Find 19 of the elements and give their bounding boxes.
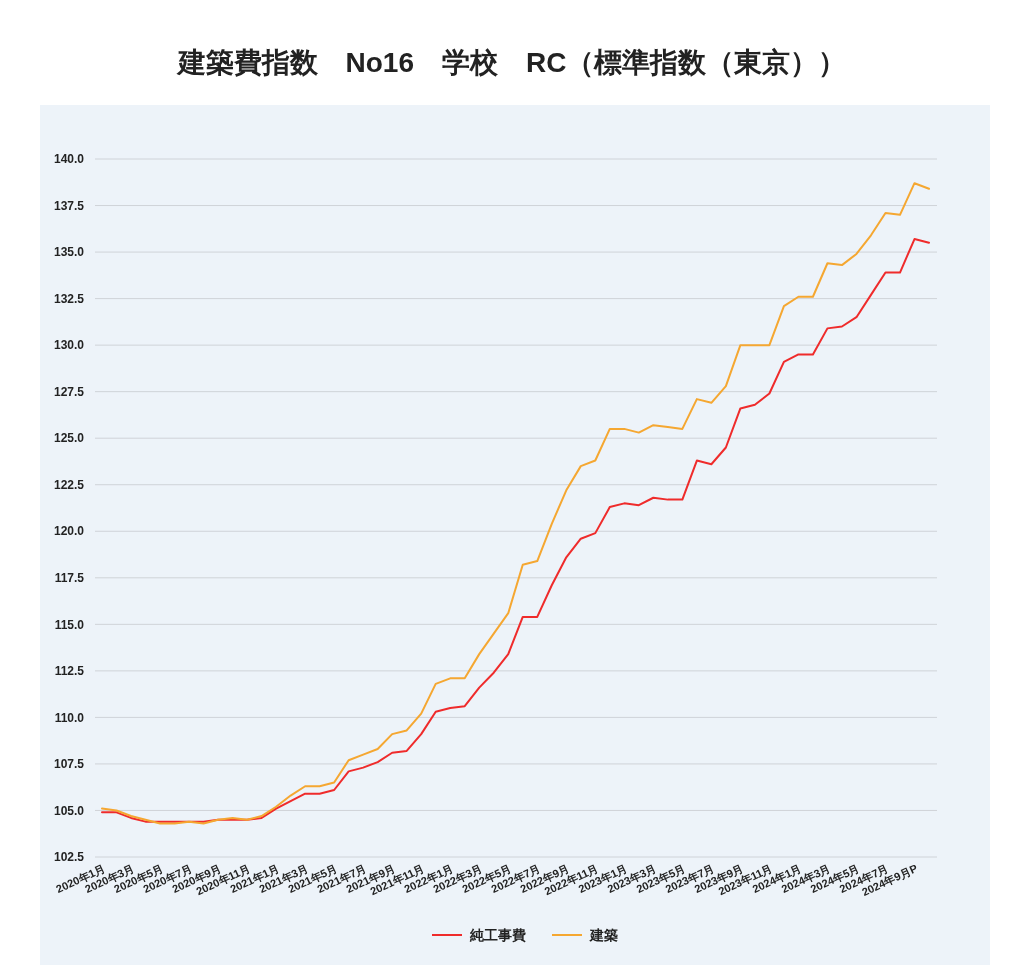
- y-tick-label: 117.5: [54, 571, 85, 585]
- y-tick-label: 127.5: [53, 384, 85, 399]
- y-tick-label: 140.0: [53, 152, 85, 167]
- y-tick-label: 120.0: [53, 524, 85, 539]
- y-tick-label: 135.0: [53, 245, 85, 260]
- y-tick-label: 132.5: [53, 291, 85, 306]
- y-tick-label: 122.5: [53, 477, 85, 492]
- y-tick-label: 110.0: [54, 710, 85, 725]
- y-tick-label: 137.5: [53, 198, 85, 213]
- legend-label: 純工事費: [469, 926, 526, 943]
- y-tick-label: 115.0: [54, 617, 85, 632]
- y-tick-label: 130.0: [53, 338, 85, 353]
- y-tick-label: 102.5: [53, 850, 85, 865]
- y-tick-label: 112.5: [54, 664, 85, 679]
- legend-label: 建築: [589, 926, 618, 943]
- y-tick-label: 107.5: [53, 757, 85, 772]
- chart-title: 建築費指数 No16 学校 RC（標準指数（東京））: [175, 47, 847, 78]
- y-tick-label: 125.0: [53, 431, 85, 446]
- y-tick-label: 105.0: [53, 803, 85, 818]
